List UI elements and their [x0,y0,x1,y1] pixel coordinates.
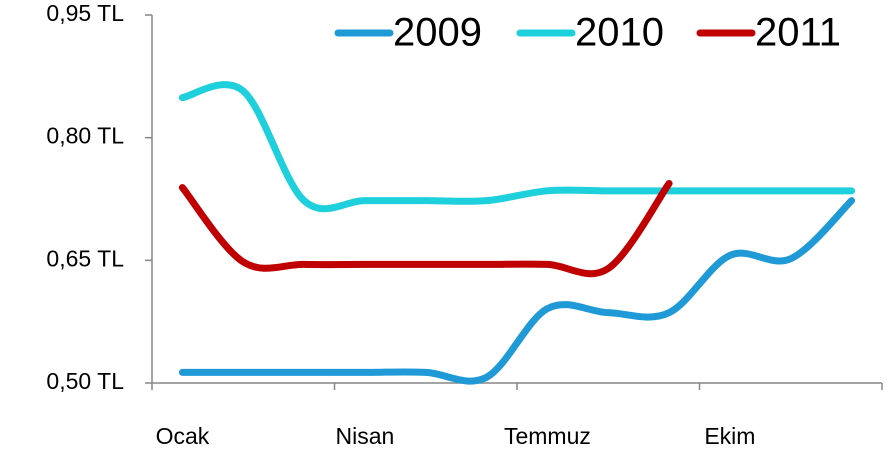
legend-label: 2009 [393,11,482,55]
legend-label: 2010 [575,11,664,55]
x-tick-label: Temmuz [504,423,591,449]
legend-label: 2011 [755,11,841,55]
y-tick-label: 0,65 TL [46,245,124,271]
y-tick-label: 0,95 TL [46,0,124,26]
series-line [178,197,856,385]
series-line [178,179,673,278]
series-line [178,81,856,213]
y-tick-label: 0,50 TL [46,368,124,394]
x-tick-label: Nisan [336,423,395,449]
y-tick-label: 0,80 TL [46,123,124,149]
x-tick-label: Ocak [156,423,210,449]
x-tick-label: Ekim [704,423,755,449]
